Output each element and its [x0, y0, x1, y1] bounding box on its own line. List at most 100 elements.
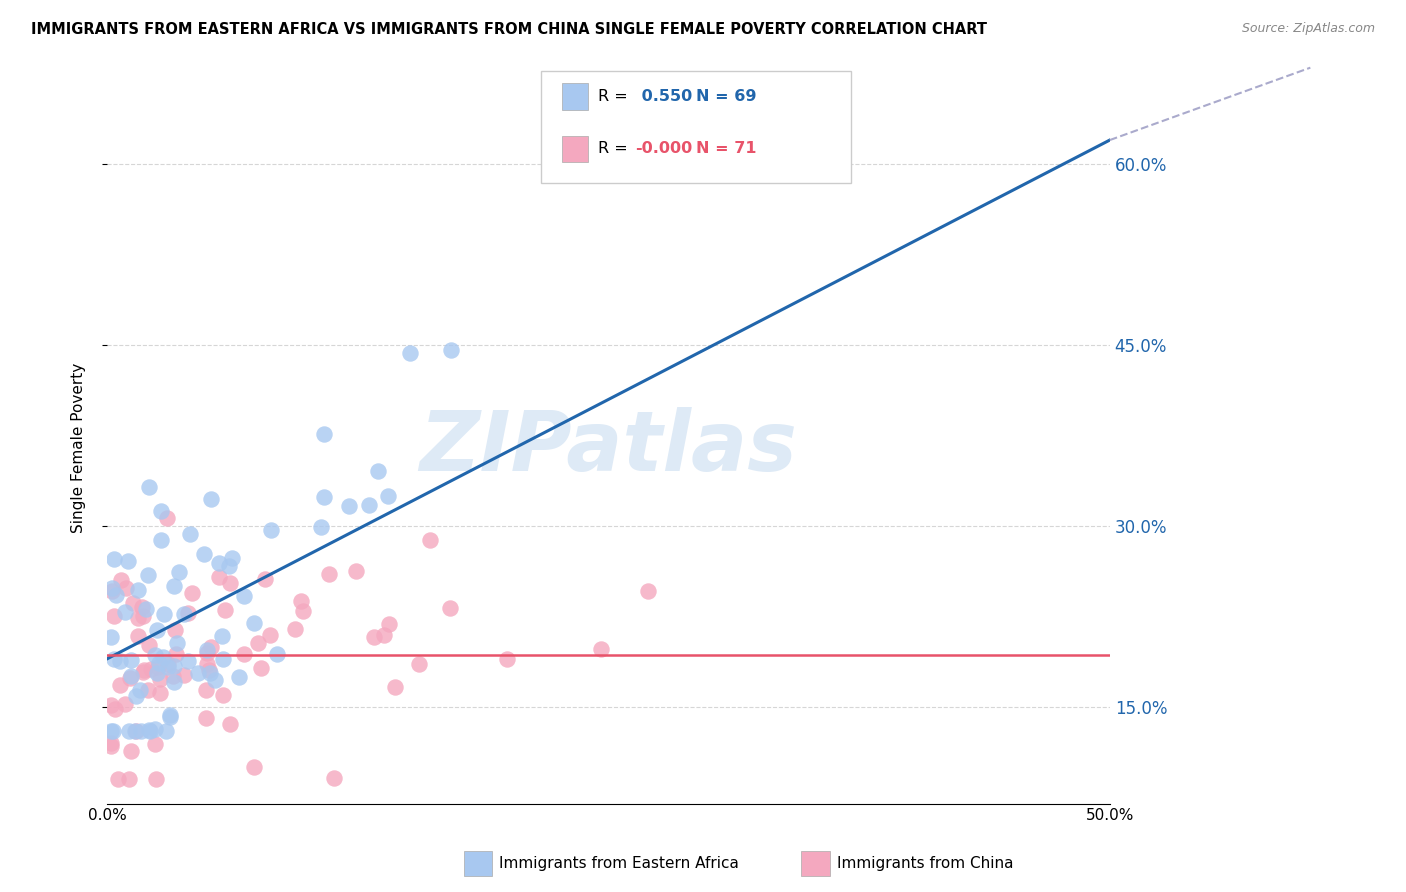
- Point: [100, 583, 122, 598]
- Point: [200, 640, 222, 655]
- Point: [419, 533, 441, 547]
- Point: [228, 670, 250, 684]
- Point: [377, 489, 399, 503]
- Point: [103, 552, 125, 566]
- Point: [408, 657, 430, 671]
- Point: [100, 724, 122, 739]
- Point: [120, 669, 142, 683]
- Point: [156, 511, 179, 525]
- Point: [195, 657, 218, 671]
- Point: [163, 675, 186, 690]
- Point: [150, 503, 173, 517]
- Point: [233, 647, 256, 661]
- Point: [118, 671, 141, 685]
- Point: [146, 659, 169, 673]
- Point: [127, 582, 149, 597]
- Text: Immigrants from Eastern Africa: Immigrants from Eastern Africa: [499, 856, 740, 871]
- Point: [312, 427, 335, 442]
- Point: [260, 523, 283, 537]
- Point: [163, 579, 186, 593]
- Point: [198, 663, 221, 677]
- Point: [148, 672, 170, 686]
- Point: [177, 606, 200, 620]
- Point: [143, 723, 166, 737]
- Point: [212, 651, 235, 665]
- Point: [243, 760, 266, 774]
- Point: [496, 651, 519, 665]
- Point: [165, 647, 187, 661]
- Text: 0.550: 0.550: [636, 89, 692, 103]
- Point: [177, 654, 200, 668]
- Point: [167, 566, 190, 580]
- Point: [232, 589, 254, 603]
- Point: [114, 698, 136, 712]
- Point: [212, 688, 235, 702]
- Point: [162, 669, 184, 683]
- Point: [439, 600, 461, 615]
- Point: [198, 666, 221, 681]
- Point: [384, 680, 406, 694]
- Point: [259, 628, 281, 642]
- Point: [163, 623, 186, 637]
- Point: [125, 690, 148, 704]
- Point: [323, 771, 346, 785]
- Point: [218, 558, 240, 573]
- Point: [290, 594, 312, 608]
- Point: [344, 564, 367, 578]
- Point: [195, 646, 218, 660]
- Point: [125, 723, 148, 738]
- Point: [173, 668, 195, 682]
- Point: [318, 567, 340, 582]
- Y-axis label: Single Female Poverty: Single Female Poverty: [72, 362, 86, 533]
- Point: [121, 596, 143, 610]
- Point: [100, 698, 122, 712]
- Point: [103, 652, 125, 666]
- Point: [309, 519, 332, 533]
- Point: [120, 653, 142, 667]
- Point: [194, 711, 217, 725]
- Point: [132, 608, 155, 623]
- Point: [120, 744, 142, 758]
- Point: [139, 724, 162, 739]
- Text: N = 69: N = 69: [696, 89, 756, 103]
- Point: [104, 702, 127, 716]
- Point: [134, 663, 156, 677]
- Point: [378, 616, 401, 631]
- Point: [115, 581, 138, 595]
- Text: N = 71: N = 71: [696, 142, 756, 156]
- Point: [127, 629, 149, 643]
- Text: Source: ZipAtlas.com: Source: ZipAtlas.com: [1241, 22, 1375, 36]
- Point: [118, 772, 141, 787]
- Point: [110, 573, 132, 587]
- Point: [357, 498, 380, 512]
- Point: [145, 624, 167, 638]
- Point: [157, 657, 180, 671]
- Point: [211, 629, 233, 643]
- Point: [100, 630, 122, 644]
- Point: [118, 724, 141, 739]
- Point: [150, 533, 173, 548]
- Point: [100, 736, 122, 750]
- Point: [312, 491, 335, 505]
- Point: [117, 554, 139, 568]
- Point: [155, 724, 177, 739]
- Point: [219, 717, 242, 731]
- Point: [440, 343, 463, 357]
- Point: [131, 599, 153, 614]
- Point: [135, 602, 157, 616]
- Point: [195, 643, 218, 657]
- Text: R =: R =: [598, 142, 633, 156]
- Point: [284, 622, 307, 636]
- Point: [363, 630, 385, 644]
- Point: [367, 464, 389, 478]
- Point: [187, 665, 209, 680]
- Point: [108, 678, 131, 692]
- Point: [219, 576, 242, 591]
- Point: [250, 661, 273, 675]
- Point: [180, 586, 202, 600]
- Point: [114, 605, 136, 619]
- Point: [173, 607, 195, 622]
- Text: R =: R =: [598, 89, 633, 103]
- Point: [127, 611, 149, 625]
- Text: -0.000: -0.000: [636, 142, 693, 156]
